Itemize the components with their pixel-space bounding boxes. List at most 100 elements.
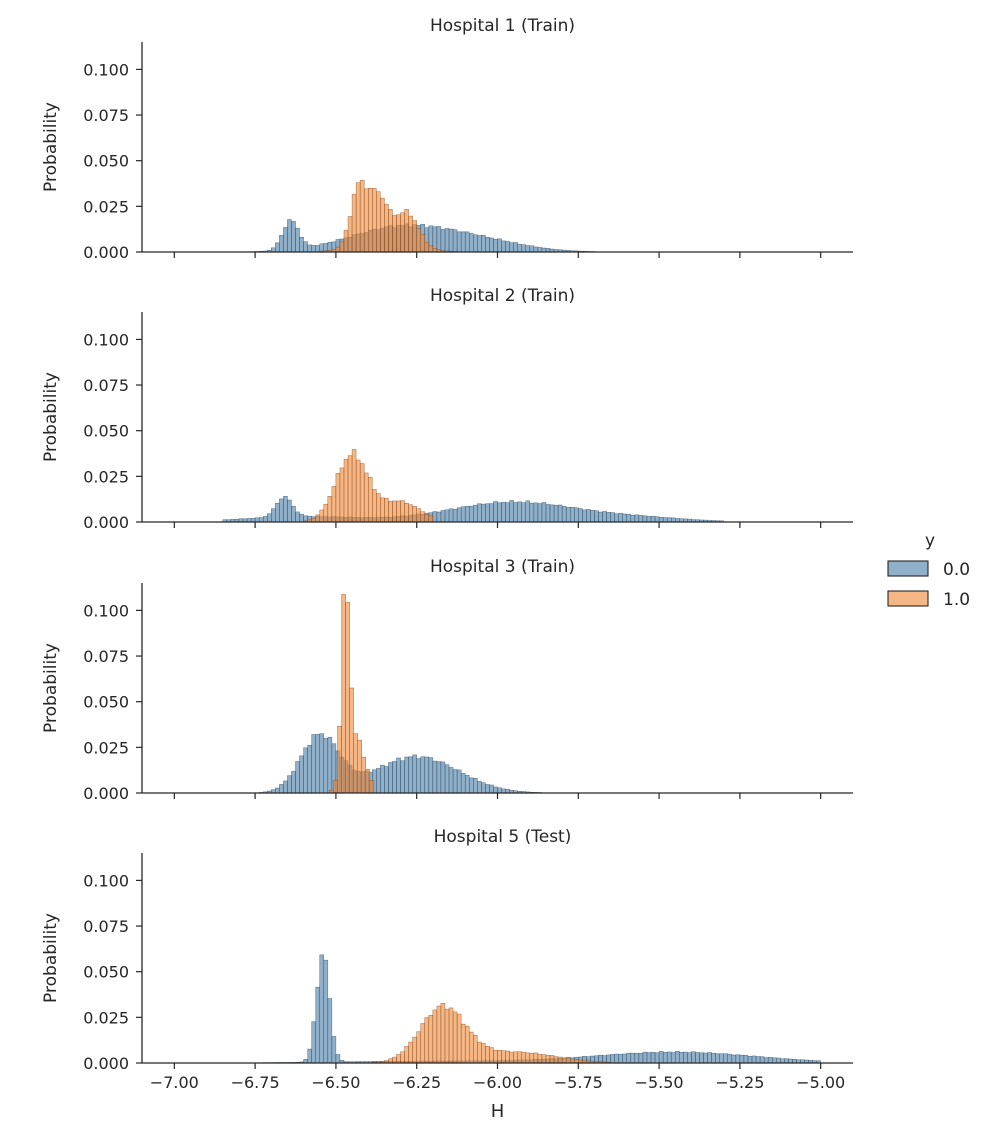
histogram-bar [743, 1055, 749, 1064]
histogram-bar [351, 193, 357, 253]
histogram-bar [642, 515, 648, 523]
histogram-bar [372, 188, 377, 253]
histogram-bar [525, 500, 531, 523]
y-tick-label: 0.050 [83, 152, 129, 171]
y-tick-label: 0.100 [83, 60, 129, 79]
histogram-bar [436, 761, 442, 794]
histogram-bar [444, 228, 450, 253]
histogram-bar [365, 769, 371, 794]
y-tick-label: 0.075 [83, 376, 129, 395]
histogram-bar [412, 754, 417, 794]
legend-swatch-0-0 [887, 560, 929, 577]
histogram-bar [319, 509, 325, 523]
histogram-bar [513, 1051, 518, 1064]
histogram-bar [452, 1011, 458, 1064]
histogram-bar [771, 1057, 777, 1064]
histogram-bar [666, 1051, 672, 1064]
histogram-bar [537, 1053, 543, 1064]
histogram-bar [420, 1023, 426, 1064]
histogram-bar [662, 517, 668, 523]
histogram-bar [291, 771, 296, 794]
histogram-bar [295, 761, 300, 794]
histogram-bar [339, 241, 345, 253]
histogram-bar [323, 959, 329, 1064]
series-0-0 [222, 496, 724, 523]
histogram-bar [707, 1052, 712, 1064]
histogram-bar [436, 1005, 442, 1064]
histogram-bar [271, 508, 276, 523]
y-tick-label: 0.075 [83, 917, 129, 936]
histogram-bar [497, 1049, 502, 1064]
histogram-bar [711, 1052, 716, 1064]
x-tick-label: −7.00 [150, 1073, 199, 1092]
histogram-bar [481, 234, 486, 253]
histogram-bar [618, 1054, 623, 1064]
histogram-bar [357, 739, 362, 794]
histogram-bar [521, 1051, 527, 1064]
histogram-bar [311, 245, 316, 253]
y-tick-label: 0.000 [83, 243, 129, 262]
histogram-bar [565, 1057, 571, 1064]
histogram-bar [464, 231, 470, 253]
histogram-bar [315, 986, 320, 1064]
series-1-0 [319, 179, 458, 253]
histogram-bar [376, 768, 381, 794]
histogram-bar [368, 477, 373, 523]
histogram-bar [533, 246, 539, 253]
histogram-bar [715, 1053, 720, 1064]
histogram-bar [343, 230, 349, 253]
histogram-bar [295, 511, 300, 523]
histogram-bar [307, 1048, 312, 1064]
histogram-bar [460, 773, 466, 794]
histogram-bar [299, 755, 304, 794]
histogram-bar [287, 775, 292, 794]
histogram-bar [626, 514, 632, 523]
histogram-bar [291, 505, 296, 523]
panel-title: Hospital 3 (Train) [430, 557, 575, 577]
histogram-bar [759, 1056, 765, 1064]
histogram-bar [501, 501, 506, 523]
histogram-bar [561, 506, 567, 523]
histogram-bar [291, 221, 296, 253]
histogram-bar [517, 501, 522, 523]
histogram-bar [586, 509, 591, 523]
histogram-bar [279, 235, 284, 253]
histogram-bar [545, 504, 551, 523]
histogram-bar [460, 1023, 466, 1064]
histogram-bar [335, 246, 341, 253]
histogram-bar [432, 760, 438, 794]
histogram-bar [424, 242, 430, 253]
histogram-bar [658, 1051, 664, 1064]
histogram-bar [509, 500, 514, 523]
histogram-bar [432, 226, 438, 253]
histogram-bar [258, 517, 264, 523]
histogram-bar [513, 502, 518, 523]
histogram-bar [416, 1031, 421, 1064]
histogram-bar [412, 1036, 417, 1064]
histogram-bar [404, 1046, 409, 1064]
histogram-bar [384, 497, 389, 523]
histogram-bar [473, 505, 478, 523]
y-tick-label: 0.100 [83, 601, 129, 620]
histogram-bar [279, 784, 284, 794]
histogram-bar [670, 1052, 676, 1064]
histogram-bar [436, 226, 442, 253]
histogram-bar [315, 514, 320, 523]
histogram-bar [751, 1055, 757, 1064]
histogram-bar [549, 504, 555, 523]
histogram-bar [477, 781, 482, 794]
histogram-bar [481, 503, 486, 523]
histogram-bar [630, 1052, 636, 1064]
histogram-bar [691, 1051, 696, 1064]
histogram-bar [440, 510, 446, 523]
histogram-bar [553, 504, 559, 523]
x-tick-label: −6.50 [311, 1073, 360, 1092]
x-tick-label: −6.75 [231, 1073, 280, 1092]
histogram-bar [618, 512, 623, 523]
histogram-bar [388, 209, 393, 253]
histogram-bar [521, 502, 527, 523]
histogram-bar [351, 449, 357, 523]
y-tick-label: 0.025 [83, 1008, 129, 1027]
y-tick-label: 0.050 [83, 693, 129, 712]
